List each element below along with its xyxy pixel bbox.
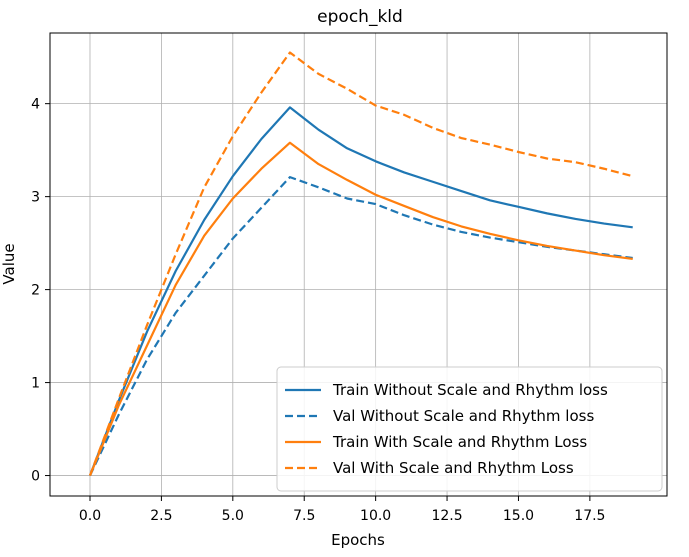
x-tick-label: 17.5 xyxy=(574,508,605,524)
legend-label: Val Without Scale and Rhythm loss xyxy=(333,407,594,425)
x-tick-label: 0.0 xyxy=(79,508,101,524)
series-line-3 xyxy=(88,141,633,476)
y-tick-label: 4 xyxy=(31,97,40,113)
legend-label: Val With Scale and Rhythm Loss xyxy=(333,459,574,477)
y-tick-label: 2 xyxy=(31,283,40,299)
plot-frame xyxy=(49,32,668,497)
x-tick-label: 2.5 xyxy=(150,508,172,524)
x-tick-label: 5.0 xyxy=(222,508,244,524)
x-axis-ticks: 0.0 2.5 5.0 7.5 10.0 12.5 15.0 17.5 xyxy=(79,496,605,524)
legend-box xyxy=(276,366,663,492)
x-tick-label: 15.0 xyxy=(503,508,534,524)
x-tick-label: 10.0 xyxy=(360,508,391,524)
series-line-1 xyxy=(88,106,633,476)
series-line-4 xyxy=(88,51,633,476)
chart-title: epoch_kld xyxy=(317,7,403,27)
y-tick-label: 1 xyxy=(31,376,40,392)
y-tick-label: 0 xyxy=(31,469,40,485)
legend-label: Train Without Scale and Rhythm loss xyxy=(332,381,608,399)
y-axis-label: Value xyxy=(0,243,18,284)
y-tick-label: 3 xyxy=(31,190,40,206)
x-tick-label: 12.5 xyxy=(431,508,462,524)
legend-label: Train With Scale and Rhythm Loss xyxy=(332,433,587,451)
series-group xyxy=(88,51,633,477)
x-axis-label: Epochs xyxy=(331,531,385,549)
y-axis-ticks: 0 1 2 3 4 xyxy=(31,97,50,485)
legend: Train Without Scale and Rhythm loss Val W… xyxy=(276,366,663,492)
x-tick-label: 7.5 xyxy=(293,508,315,524)
